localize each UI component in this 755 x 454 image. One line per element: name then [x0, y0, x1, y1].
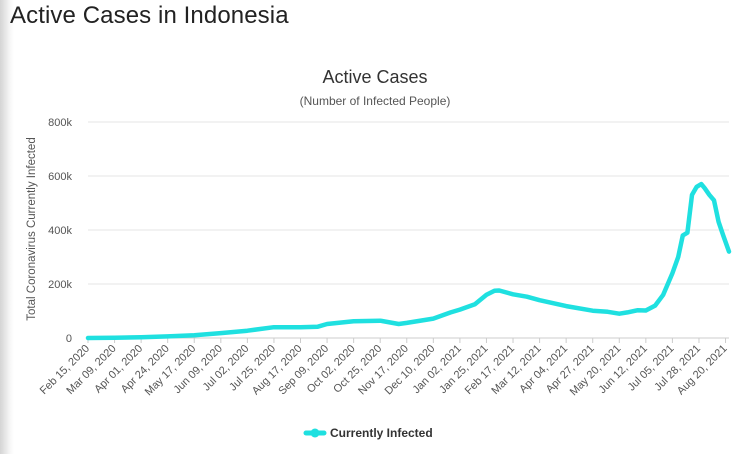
- page-title: Active Cases in Indonesia: [10, 2, 289, 29]
- y-tick-label: 400k: [48, 225, 72, 237]
- left-edge-shadow: [0, 0, 14, 454]
- y-tick-label: 0: [66, 333, 72, 345]
- chart-subtitle: (Number of Infected People): [300, 94, 451, 108]
- series-line-currently-infected: [85, 181, 732, 341]
- y-tick-label: 200k: [48, 279, 72, 291]
- grid-lines: [88, 121, 729, 339]
- y-tick-label: 600k: [48, 171, 72, 183]
- y-axis-ticks: 0 200k 400k 600k 800k: [48, 117, 72, 345]
- y-axis-title: Total Coronavirus Currently Infected: [26, 137, 38, 320]
- legend-marker: [310, 428, 320, 438]
- series-layer: [85, 181, 732, 341]
- legend[interactable]: Currently Infected: [303, 426, 433, 440]
- y-tick-label: 800k: [48, 117, 72, 129]
- chart-title: Active Cases: [322, 67, 427, 87]
- legend-label: Currently Infected: [330, 426, 433, 440]
